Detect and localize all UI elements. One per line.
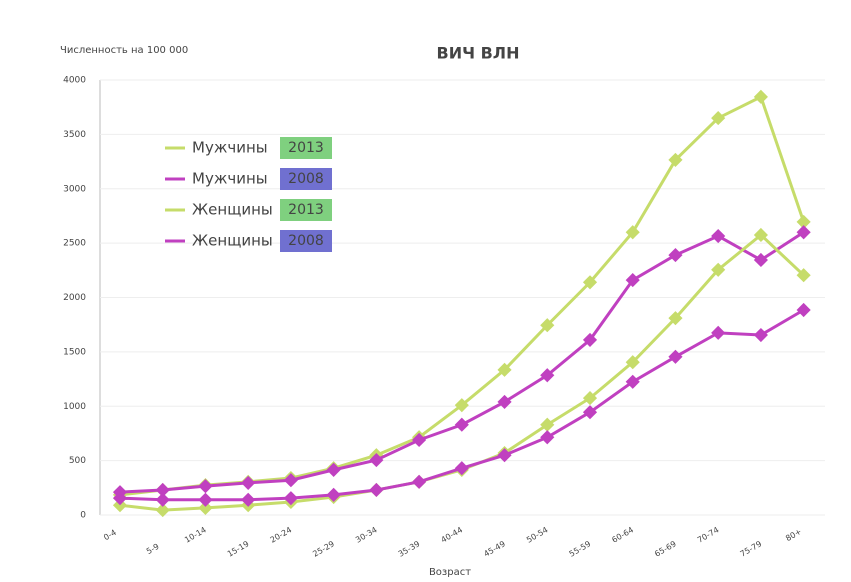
legend-tag-box — [280, 137, 332, 159]
data-point — [369, 453, 384, 468]
data-point — [497, 362, 512, 377]
chart-title: ВИЧ ВЛН — [437, 44, 520, 63]
legend-label: Мужчины — [192, 170, 268, 188]
data-point — [668, 152, 683, 168]
data-point — [753, 227, 768, 243]
legend-tag-box — [280, 230, 332, 252]
data-point — [625, 273, 640, 288]
data-point — [668, 311, 683, 326]
data-point — [668, 349, 683, 364]
y-tick-label: 0 — [80, 511, 86, 521]
y-tick-label: 3500 — [63, 130, 86, 140]
data-point — [540, 318, 555, 333]
legend-tag: 2008 — [288, 171, 324, 187]
data-point — [326, 462, 341, 477]
data-point — [283, 491, 298, 506]
legend-label: Женщины — [192, 201, 273, 219]
data-point — [454, 398, 469, 413]
data-point — [625, 374, 640, 389]
data-point — [582, 275, 598, 290]
data-point — [711, 262, 726, 277]
data-point — [796, 214, 811, 229]
data-point — [198, 492, 213, 507]
data-point — [326, 487, 341, 502]
data-point — [412, 474, 427, 489]
data-point — [497, 394, 512, 409]
data-point — [283, 473, 298, 488]
data-point — [753, 252, 768, 268]
legend-tag-box — [280, 199, 332, 221]
data-point — [241, 475, 256, 490]
y-axis-label: Численность на 100 000 — [60, 45, 188, 56]
data-point — [582, 405, 598, 420]
data-point — [711, 228, 726, 244]
data-point — [155, 492, 170, 507]
data-point — [369, 482, 384, 498]
y-tick-label: 2000 — [63, 293, 86, 303]
legend-label: Женщины — [192, 232, 273, 250]
legend-tag-box — [280, 168, 332, 190]
data-point — [241, 492, 256, 507]
y-tick-label: 3000 — [63, 184, 86, 194]
data-point — [454, 417, 469, 432]
data-point — [668, 248, 683, 263]
legend-tag: 2008 — [288, 233, 324, 249]
data-point — [582, 332, 598, 347]
legend-label: Мужчины — [192, 139, 268, 157]
data-point — [112, 491, 128, 506]
y-tick-label: 2500 — [63, 239, 86, 249]
data-point — [155, 482, 170, 498]
data-point — [454, 461, 469, 476]
y-tick-label: 500 — [69, 456, 86, 466]
data-point — [540, 417, 555, 432]
data-point — [540, 430, 555, 445]
data-point — [753, 89, 768, 104]
data-point — [582, 391, 598, 406]
data-point — [412, 432, 427, 448]
data-point — [155, 503, 170, 518]
data-point — [796, 225, 811, 240]
data-point — [497, 448, 512, 463]
data-point — [796, 302, 811, 318]
data-point — [625, 355, 640, 370]
data-point — [198, 500, 213, 516]
data-point — [753, 327, 768, 343]
x-axis-label: Возраст — [429, 567, 471, 578]
data-point — [796, 268, 811, 283]
legend-tag: 2013 — [288, 140, 324, 156]
y-tick-label: 1000 — [63, 402, 86, 412]
data-point — [198, 479, 213, 494]
legend-tag: 2013 — [288, 202, 324, 218]
data-point — [711, 325, 726, 340]
y-tick-label: 1500 — [63, 347, 86, 357]
data-point — [625, 225, 640, 240]
data-point — [540, 368, 555, 383]
data-point — [711, 110, 726, 126]
y-tick-label: 4000 — [63, 76, 86, 86]
